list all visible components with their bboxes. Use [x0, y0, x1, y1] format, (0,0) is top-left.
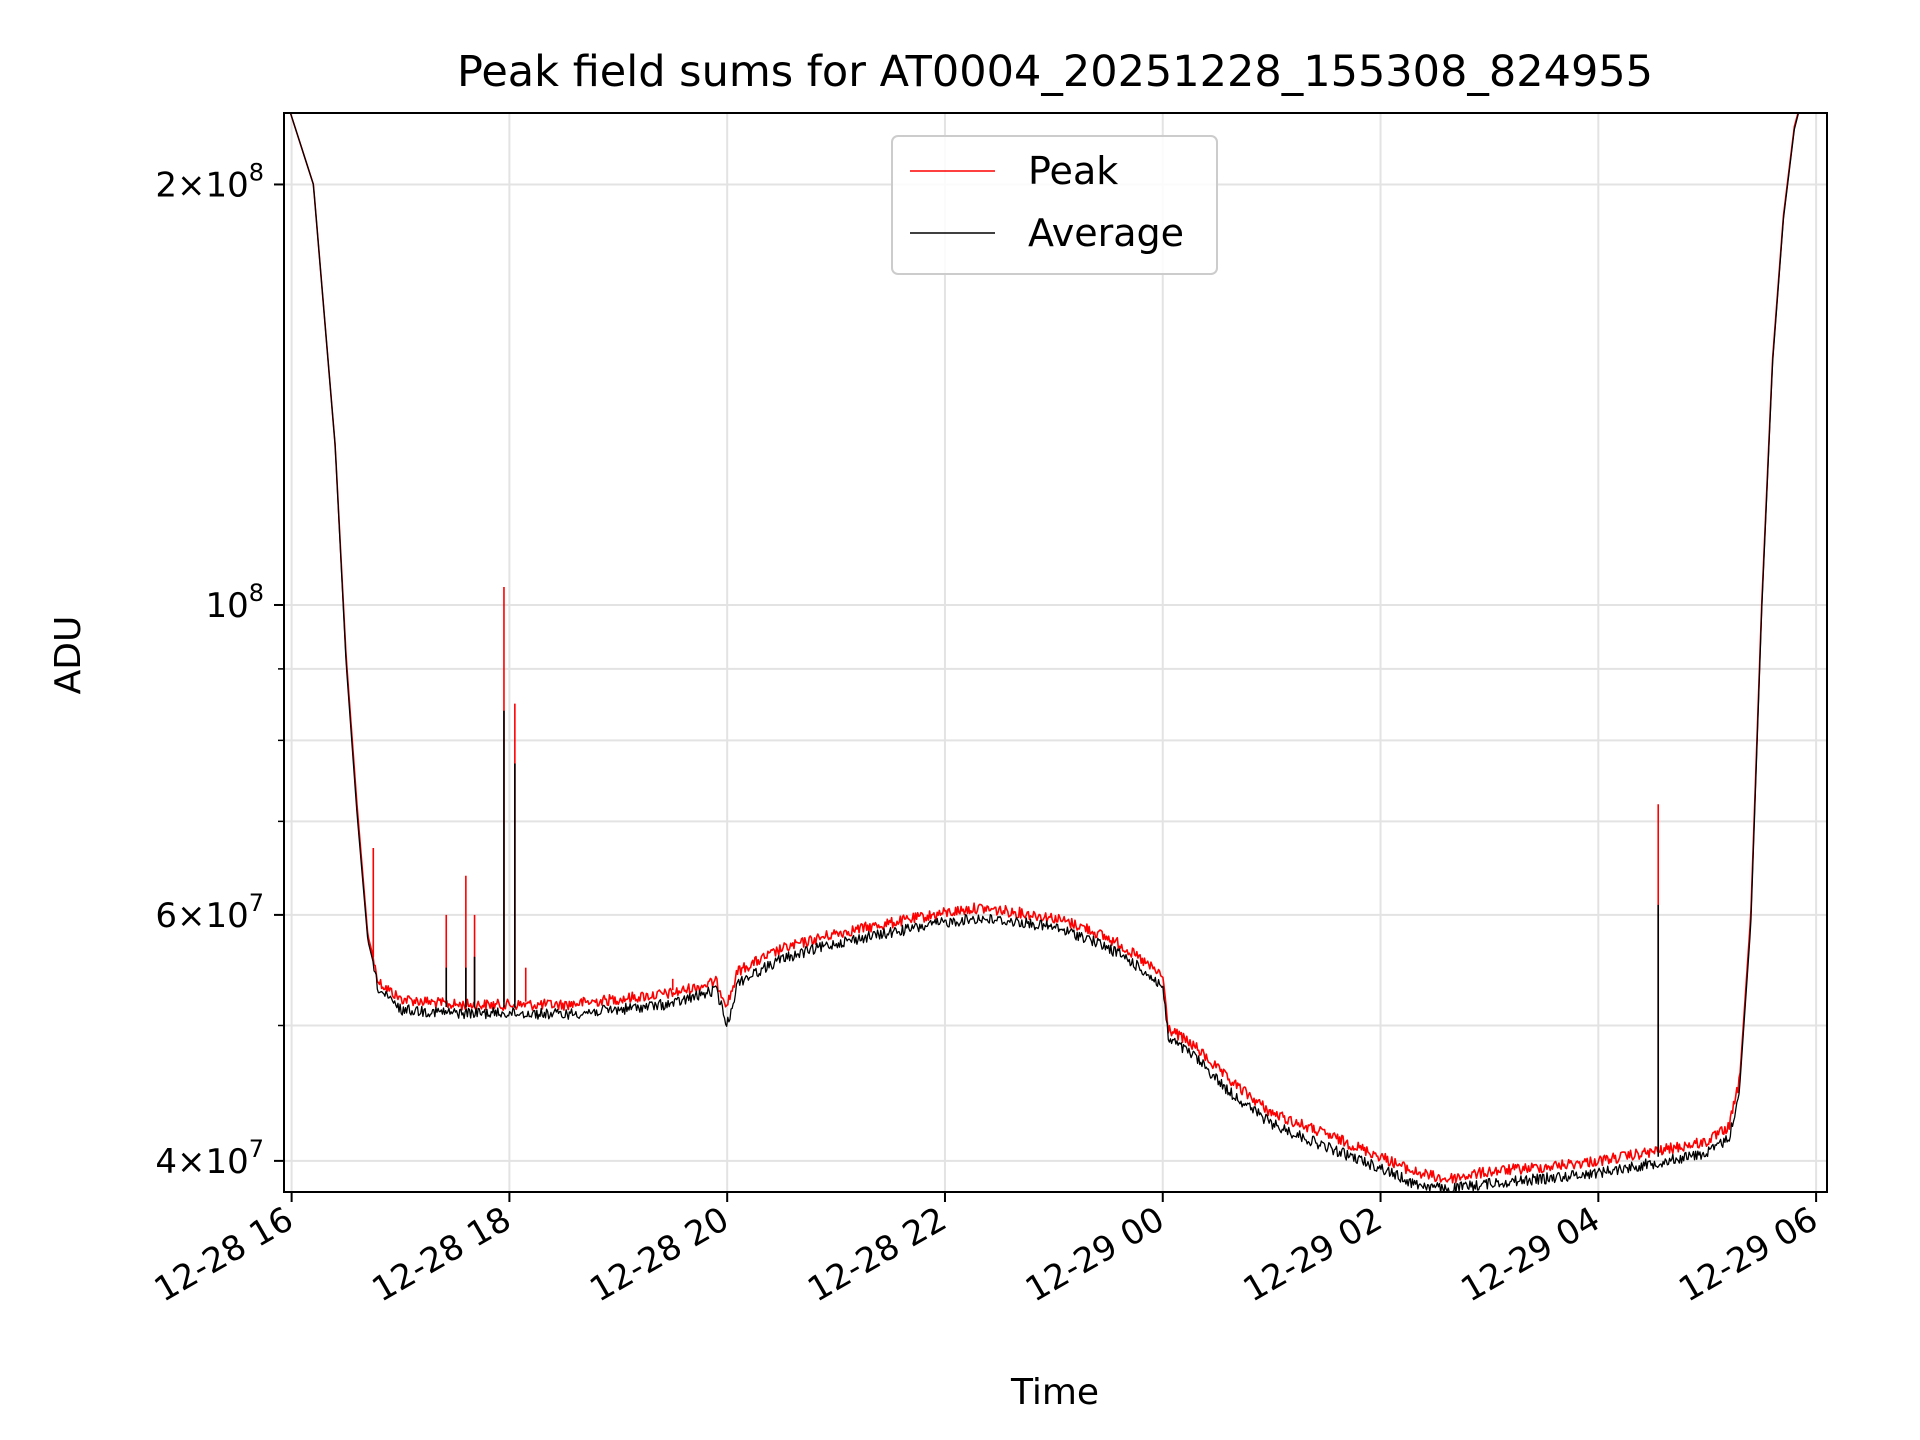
legend: Peak Average — [891, 135, 1218, 275]
y-tick-label: 6×107 — [155, 889, 264, 936]
plot-frame — [283, 112, 1828, 1193]
y-tick-label-exponent: 7 — [249, 1135, 264, 1163]
y-tick-label-exponent: 8 — [249, 158, 264, 186]
y-tick-label: 2×108 — [155, 158, 264, 205]
legend-label-average: Average — [1028, 211, 1184, 255]
y-tick-label-base: 6×10 — [155, 896, 248, 936]
series-line-peak — [289, 113, 1799, 1184]
y-tick-label: 108 — [205, 579, 264, 626]
y-tick-label-base: 10 — [205, 586, 248, 626]
chart-title: Peak field sums for AT0004_20251228_1553… — [457, 47, 1653, 97]
y-axis-label: ADU — [48, 616, 89, 695]
series-line-average — [289, 113, 1800, 1192]
y-tick-label-base: 2×10 — [155, 165, 248, 205]
grid-layer — [284, 113, 1827, 1192]
y-tick-label: 4×107 — [155, 1135, 264, 1182]
y-tick-label-base: 4×10 — [155, 1142, 248, 1182]
data-layer — [289, 113, 1800, 1192]
y-tick-label-exponent: 7 — [249, 889, 264, 917]
legend-label-peak: Peak — [1028, 149, 1118, 193]
x-axis-label: Time — [1010, 1372, 1099, 1413]
y-tick-label-exponent: 8 — [249, 579, 264, 607]
